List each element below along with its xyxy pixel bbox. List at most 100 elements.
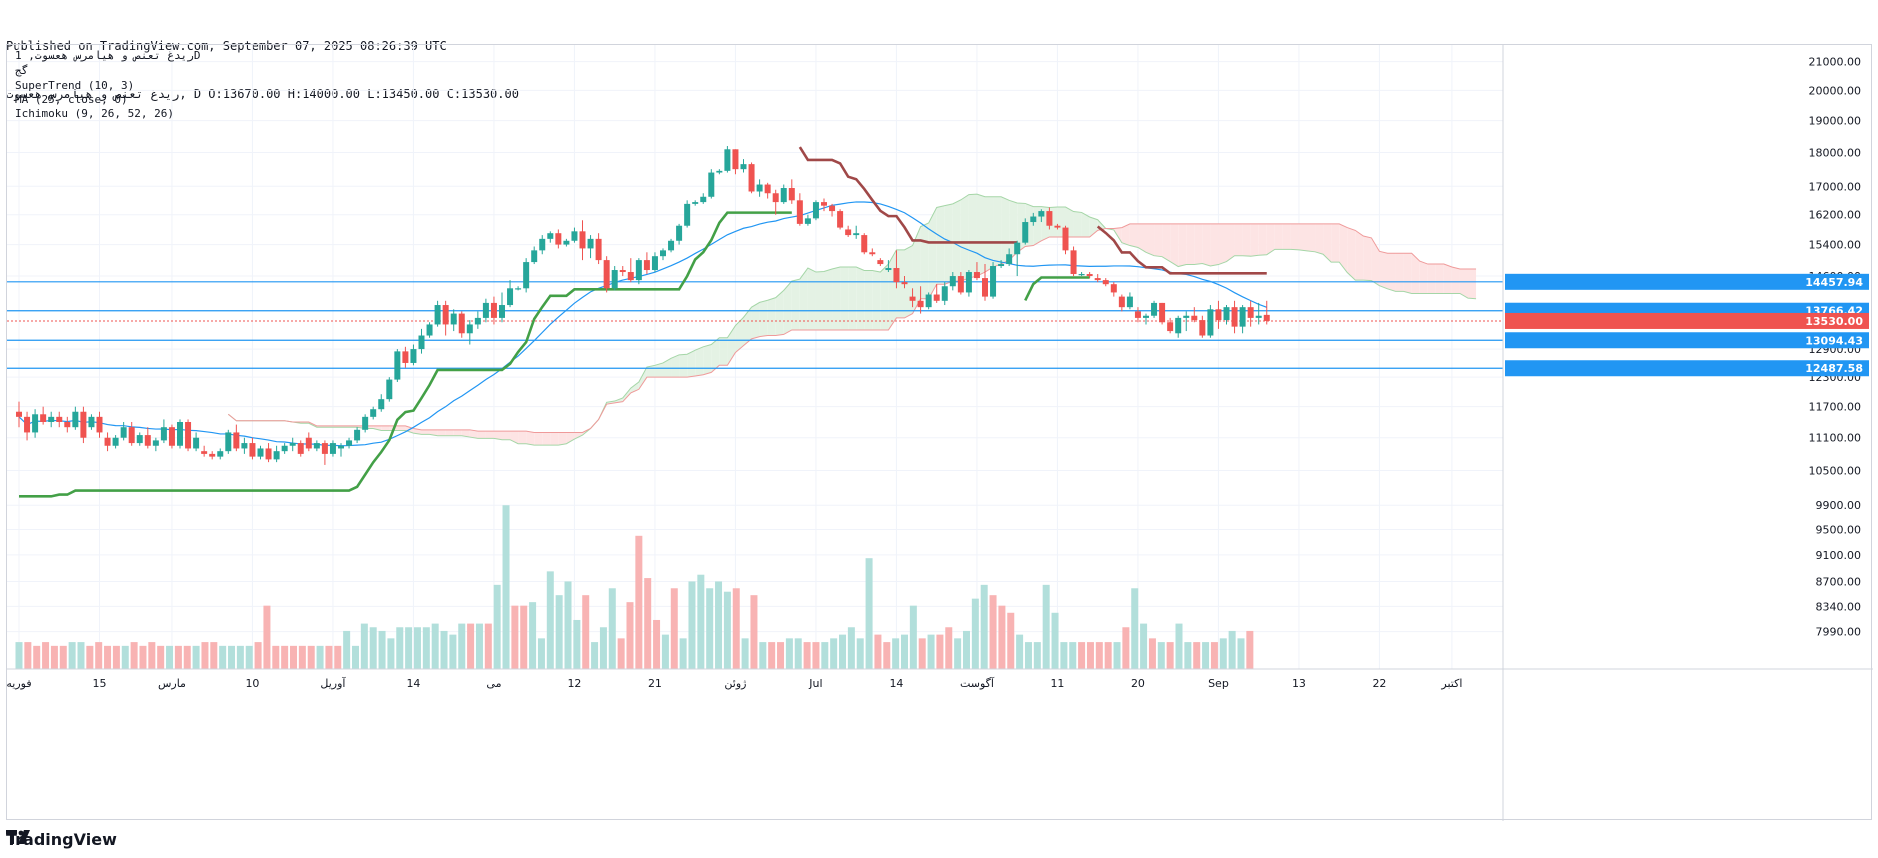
price-tick-label: 18000.00: [1809, 147, 1862, 160]
candlestick-chart[interactable]: 21000.00 20000.00 19000.00 18000.00 17000.00…: [7, 45, 1873, 821]
volume-bar: [42, 642, 50, 669]
legend-ma[interactable]: MA (25, close, 0): [15, 93, 128, 106]
candle-body: [515, 288, 522, 290]
candle-body: [716, 170, 723, 173]
chart-area[interactable]: 21000.00 20000.00 19000.00 18000.00 17000.00…: [6, 44, 1873, 821]
volume-bar: [272, 645, 280, 669]
candle-body: [861, 235, 868, 253]
candle-body: [949, 276, 956, 287]
legend-ichimoku[interactable]: Ichimoku (9, 26, 52, 26): [15, 107, 174, 120]
candle-body: [1143, 315, 1149, 318]
cloud-segment: [397, 425, 406, 431]
volume-bar: [148, 642, 156, 669]
candle-body: [901, 282, 908, 285]
candle-body: [257, 448, 264, 457]
candle-body: [136, 435, 143, 444]
time-tick-label: 11: [1050, 677, 1064, 690]
candle-body: [893, 268, 900, 283]
candle-body: [998, 264, 1005, 267]
candle-body: [217, 451, 224, 457]
volume-bar: [998, 605, 1006, 669]
time-tick-label: 12: [567, 677, 581, 690]
volume-bar: [360, 623, 368, 669]
candle-body: [289, 443, 296, 446]
volume-bar: [281, 645, 289, 669]
volume-bar: [68, 642, 76, 669]
candle-body: [941, 286, 948, 301]
volume-bar: [95, 642, 103, 669]
volume-bar: [759, 642, 767, 669]
candle-body: [555, 233, 562, 245]
volume-bar: [475, 623, 483, 669]
candle-body: [354, 429, 361, 441]
cloud-segment: [872, 270, 881, 330]
tradingview-logo[interactable]: TradingView: [6, 830, 117, 849]
volume-bar: [263, 605, 271, 669]
volume-bar: [1166, 642, 1174, 669]
candle-body: [329, 443, 336, 454]
volume-bar: [228, 645, 236, 669]
candle-body: [965, 272, 972, 293]
cloud-segment: [1170, 223, 1179, 267]
candle-body: [96, 416, 103, 433]
cloud-segment: [1435, 264, 1444, 294]
volume-bar: [697, 574, 705, 669]
volume-bar: [555, 595, 563, 669]
candle-body: [1006, 254, 1013, 265]
cloud-segment: [743, 307, 752, 346]
volume-bar: [440, 630, 448, 669]
candle-body: [305, 437, 312, 449]
volume-bar: [821, 642, 829, 669]
candle-body: [853, 233, 860, 236]
cloud-segment: [719, 337, 728, 366]
cloud-segment: [759, 300, 768, 337]
cloud-segment: [1371, 237, 1380, 286]
cloud-segment: [1411, 253, 1420, 294]
cloud-segment: [1226, 223, 1235, 262]
volume-bar: [166, 645, 174, 669]
candle-body: [877, 260, 884, 265]
volume-bar: [1246, 630, 1254, 669]
volume-bar: [1131, 588, 1139, 669]
legend-symbol: ریدغ تعنص و هیامرس هعسوت, 1D: [15, 49, 200, 62]
volume-bar: [608, 588, 616, 669]
senkou-span-a: [227, 193, 1477, 446]
horizontal-lines: [7, 281, 1503, 369]
cloud-segment: [1427, 264, 1436, 294]
time-tick-label: 22: [1372, 677, 1386, 690]
volume-bar: [830, 638, 838, 669]
price-axis: 21000.00 20000.00 19000.00 18000.00 17000.00…: [1502, 45, 1869, 821]
cloud-segment: [976, 194, 985, 277]
cloud-segment: [526, 431, 535, 446]
time-tick-label: Jul: [808, 677, 822, 690]
cloud-segment: [1178, 223, 1187, 267]
candle-body: [1030, 216, 1037, 223]
volume-bar: [1157, 642, 1165, 669]
volume-bar: [351, 645, 359, 669]
candle-body: [611, 270, 618, 289]
volume-bars: [15, 505, 1254, 669]
cloud-segment: [1468, 269, 1477, 299]
candle-body: [732, 149, 739, 170]
legend-supertrend[interactable]: SuperTrend (10, 3): [15, 79, 134, 92]
volume-bar: [865, 558, 873, 669]
volume-bar: [33, 645, 41, 669]
cloud-segment: [1459, 269, 1468, 299]
candle-body: [482, 302, 489, 318]
cloud-segment: [1290, 223, 1299, 250]
cloud-segment: [534, 432, 543, 446]
candle-body: [539, 238, 546, 251]
candle-body: [16, 411, 22, 417]
candle-body: [1118, 296, 1125, 308]
price-tick-label: 17000.00: [1809, 180, 1862, 193]
candle-body: [56, 416, 63, 422]
cloud-segment: [493, 431, 502, 440]
cloud-segment: [856, 267, 865, 330]
volume-bar: [874, 634, 882, 669]
candle-body: [708, 172, 715, 197]
cloud-segment: [1355, 230, 1364, 281]
volume-bar: [785, 638, 793, 669]
candle-body: [660, 250, 666, 257]
volume-bar: [599, 627, 607, 669]
cloud-segment: [1323, 223, 1332, 263]
